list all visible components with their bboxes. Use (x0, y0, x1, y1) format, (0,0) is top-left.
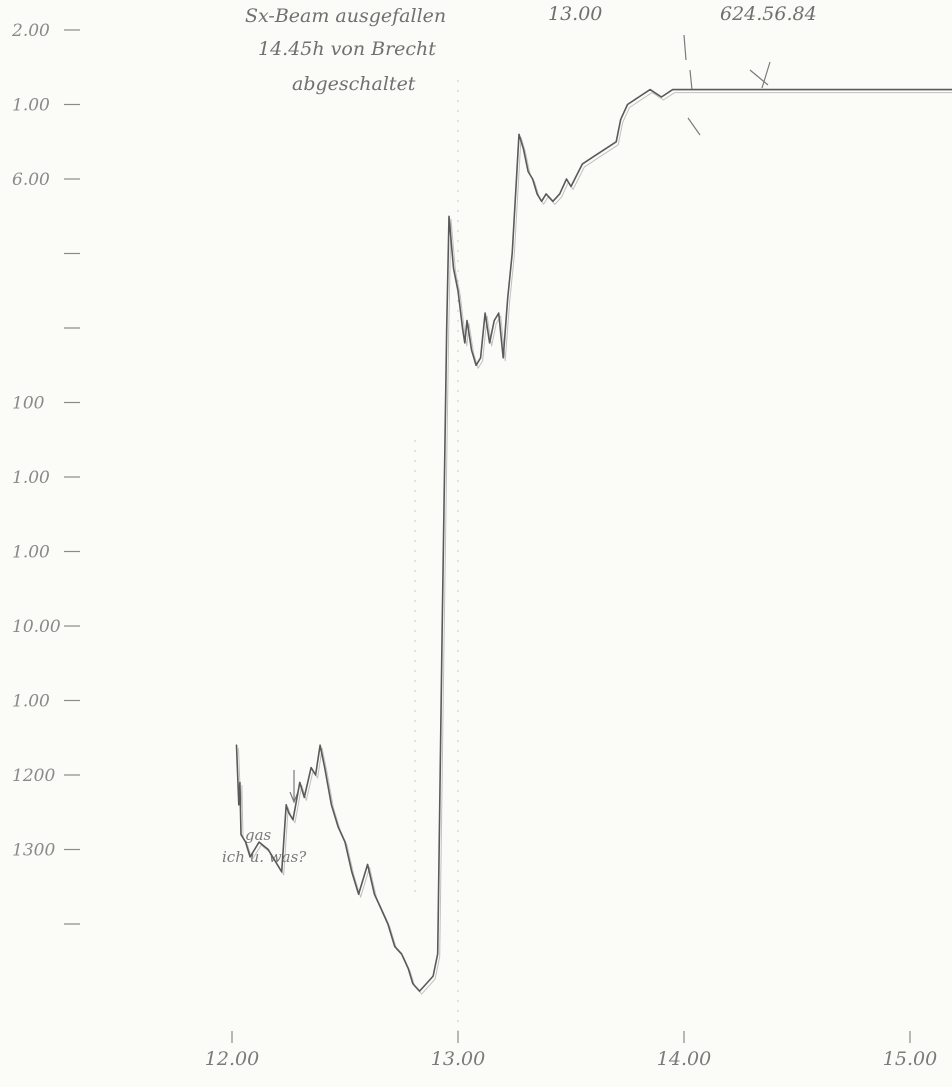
data-series (235, 88, 952, 995)
x-tick-label-2: 14.00 (657, 1048, 711, 1070)
top-note-line3: abgeschaltet (292, 73, 416, 95)
y-tick-label-1: 1.00 (12, 96, 50, 116)
y-tick-label-10: 1200 (12, 766, 55, 786)
x-tick-label-0: 12.00 (205, 1048, 259, 1070)
top-value: 624.56.84 (720, 3, 817, 25)
y-tick-label-9: 1.00 (12, 692, 50, 712)
y-tick-label-8: 10.00 (12, 617, 61, 637)
x-axis: 12.00 13.00 14.00 15.00 (205, 1031, 937, 1070)
x-tick-label-3: 15.00 (883, 1048, 937, 1070)
series-0-line (235, 88, 952, 992)
y-tick-label-7: 1.00 (12, 543, 50, 563)
y-tick-label-11: 1300 (12, 841, 55, 861)
top-note-line2: 14.45h von Brecht (258, 38, 436, 60)
x-tick-label-1: 13.00 (431, 1048, 485, 1070)
y-tick-label-0: 2.00 (11, 21, 50, 41)
top-dotted-arrow (683, 34, 701, 136)
bottom-annotation: gas ich u. was? (222, 770, 307, 866)
y-tick-label-6: 1.00 (12, 468, 50, 488)
top-annotation: Sx-Beam ausgefallen 14.45h von Brecht ab… (245, 3, 817, 136)
y-tick-label-2: 6.00 (12, 170, 50, 190)
bottom-note-line2: ich u. was? (222, 848, 307, 866)
top-dotted-arrow-right (749, 61, 771, 89)
top-time: 13.00 (548, 3, 602, 25)
y-axis: 2.00 1.00 6.00 100 1.00 1.00 10.00 1.00 1200 1300 (11, 21, 80, 925)
y-tick-label-5: 100 (12, 394, 45, 414)
bottom-note-line1: gas (245, 826, 272, 844)
top-note-line1: Sx-Beam ausgefallen (245, 5, 446, 27)
